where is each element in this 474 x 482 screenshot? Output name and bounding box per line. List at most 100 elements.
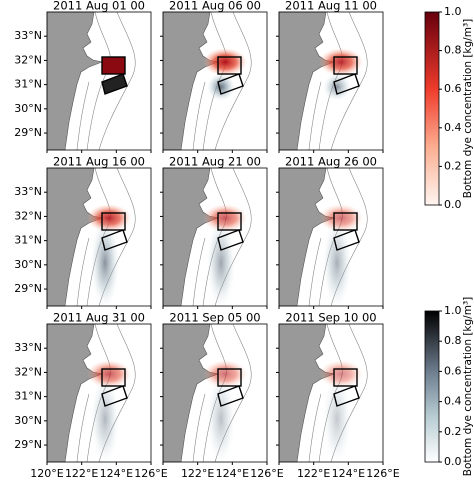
lat-label: 32°N [14, 53, 42, 66]
lat-label: 31°N [14, 390, 42, 403]
colorbar-tick-label: 0.6 [444, 364, 462, 377]
panel-title: 2011 Sep 05 00 [169, 311, 260, 325]
panel-frame [162, 323, 268, 463]
gray-plume [207, 374, 235, 464]
lat-label: 32°N [14, 365, 42, 378]
lat-label: 29°N [14, 126, 42, 139]
gray-plume [323, 374, 351, 464]
panel-frame [278, 11, 384, 151]
isobath [192, 393, 206, 463]
panel-title: 2011 Aug 01 00 [53, 0, 145, 13]
colorbar-tick-label: 0.2 [444, 425, 462, 438]
red-release-box [333, 56, 358, 75]
colorbar-tick-label: 0.6 [444, 82, 462, 95]
red-release-box [217, 56, 242, 75]
map-panel [162, 167, 268, 308]
map-panel [162, 11, 268, 151]
lon-label: 122°E [297, 467, 330, 480]
lon-label: 126°E [134, 467, 167, 480]
panel-title: 2011 Aug 16 00 [53, 155, 145, 169]
red-patch [102, 57, 125, 74]
map-panel [162, 323, 268, 464]
black-release-box [101, 73, 128, 95]
lon-label: 120°E [30, 467, 63, 480]
red-release-box [217, 212, 242, 231]
gray-patch [102, 74, 127, 94]
lat-label: 29°N [14, 438, 42, 451]
map-grid: 2011 Aug 01 00 33°N 32°N 31°N 30°N 29°N 2011 A… [14, 0, 400, 480]
isobath [192, 237, 206, 307]
red-release-box [333, 368, 358, 387]
colorbar-tick-label: 1.0 [444, 304, 462, 317]
map-panel [46, 11, 152, 151]
isobath [330, 11, 368, 151]
colorbar-tick-label: 0.2 [444, 159, 462, 172]
panel-frame [46, 323, 152, 463]
isobath [76, 81, 90, 151]
lat-label: 33°N [14, 29, 42, 42]
isobath [98, 11, 136, 151]
colorbar-tick-label: 0.4 [444, 121, 462, 134]
red-release-box [333, 212, 358, 231]
panel-title: 2011 Aug 11 00 [285, 0, 377, 13]
panel-frame [278, 167, 384, 307]
panel-frame [162, 167, 268, 307]
lat-label: 30°N [14, 414, 42, 427]
lat-label: 30°N [14, 102, 42, 115]
lon-label: 124°E [216, 467, 249, 480]
panel-title: 2011 Aug 06 00 [169, 0, 261, 13]
lat-label: 33°N [14, 185, 42, 198]
lat-label: 33°N [14, 341, 42, 354]
map-panel [46, 167, 152, 308]
lon-label: 122°E [65, 467, 98, 480]
colorbar-tick-label: 0.0 [444, 198, 462, 211]
panel-frame [162, 11, 268, 151]
black-release-box [333, 229, 360, 251]
lon-label: 126°E [366, 467, 399, 480]
colorbar-tick-label: 0.4 [444, 395, 462, 408]
lon-label: 126°E [250, 467, 283, 480]
lat-label: 30°N [14, 258, 42, 271]
map-panel [278, 167, 384, 308]
colorbar-label: Bottom dye concentration [kg/m³] [462, 297, 474, 477]
colorbar [424, 310, 440, 463]
colorbar-tick-label: 1.0 [444, 5, 462, 18]
lon-label: 124°E [332, 467, 365, 480]
isobath [192, 81, 206, 151]
isobath [308, 237, 322, 307]
lat-label: 31°N [14, 234, 42, 247]
lon-label: 124°E [100, 467, 133, 480]
isobath [308, 81, 322, 151]
red-release-box [101, 212, 126, 231]
red-release-box [217, 368, 242, 387]
black-release-box [101, 229, 128, 251]
lat-label: 29°N [14, 282, 42, 295]
map-panel [278, 11, 384, 151]
red-plume [203, 48, 247, 76]
black-release-box [217, 229, 244, 251]
map-panel [46, 323, 152, 464]
panel-title: 2011 Aug 31 00 [53, 311, 145, 325]
gray-plume [323, 218, 351, 308]
red-release-box [101, 368, 126, 387]
colorbar-tick-label: 0.8 [444, 334, 462, 347]
black-release-box [333, 385, 360, 407]
colorbar-label: Bottom dye concentration [kg/m³] [462, 19, 474, 199]
gray-plume [207, 218, 235, 308]
gray-plume [207, 73, 235, 101]
gray-plume [91, 218, 119, 308]
red-plume [319, 48, 363, 76]
colorbar-tick-label: 0.8 [444, 44, 462, 57]
panel-frame [278, 323, 384, 463]
panel-title: 2011 Aug 21 00 [169, 155, 261, 169]
gray-plume [91, 374, 119, 464]
isobath [76, 393, 90, 463]
lat-label: 32°N [14, 209, 42, 222]
colorbar [424, 11, 440, 206]
black-release-box [217, 385, 244, 407]
isobath [308, 393, 322, 463]
panel-title: 2011 Aug 26 00 [285, 155, 377, 169]
isobath [214, 11, 252, 151]
red-release-box [101, 56, 126, 75]
